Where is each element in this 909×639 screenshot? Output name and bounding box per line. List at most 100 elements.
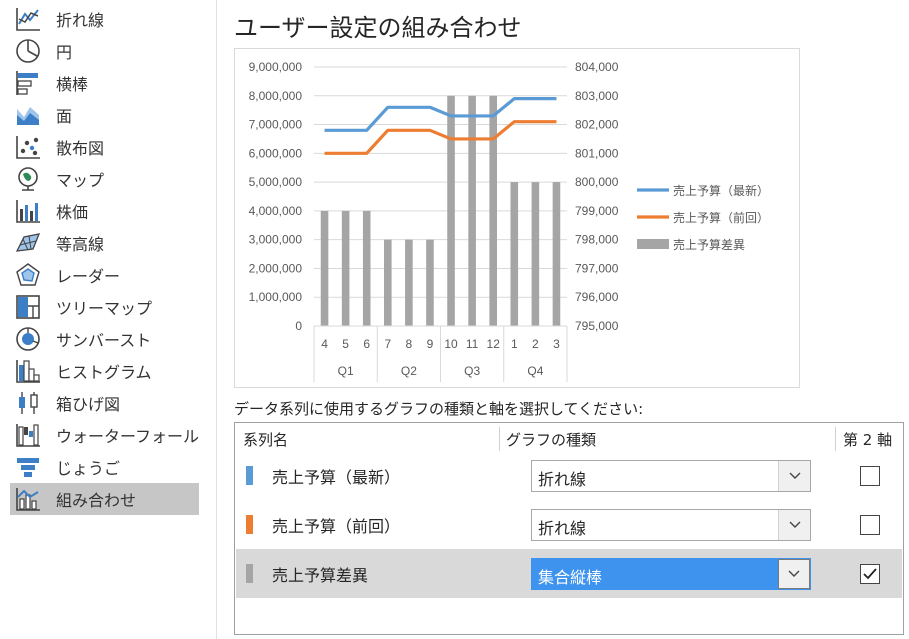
series-row[interactable]: 売上予算（最新） 折れ線 bbox=[236, 451, 902, 500]
chart-type-area[interactable]: 面 bbox=[10, 99, 199, 131]
bar bbox=[552, 182, 561, 326]
chart-type-label: 等高線 bbox=[56, 235, 105, 254]
bar bbox=[447, 95, 455, 327]
chart-type-dropdown[interactable]: 折れ線 bbox=[531, 460, 811, 492]
secondary-axis-checkbox[interactable] bbox=[860, 515, 880, 535]
series-prompt: データ系列に使用するグラフの種類と軸を選択してください: bbox=[234, 400, 644, 418]
chevron-down-icon[interactable] bbox=[778, 559, 810, 589]
series-line bbox=[324, 120, 557, 155]
chart-type-label: 散布図 bbox=[56, 139, 105, 158]
bar bbox=[383, 239, 392, 326]
x-axis-tick-label: 6 bbox=[363, 337, 370, 351]
chart-type-label: ツリーマップ bbox=[56, 299, 153, 318]
chart-type-label: レーダー bbox=[56, 267, 121, 286]
chart-type-box-whisker[interactable]: 箱ひげ図 bbox=[10, 387, 199, 419]
dropdown-value: 折れ線 bbox=[538, 470, 587, 489]
x-axis-tick-label: 8 bbox=[406, 337, 413, 351]
scatter-chart-icon bbox=[13, 132, 43, 162]
dropdown-value: 集合縦棒 bbox=[538, 568, 603, 587]
column-header-name: 系列名 bbox=[243, 431, 289, 449]
area-chart-icon bbox=[13, 100, 43, 130]
secondary-y-axis-tick-label: 801,000 bbox=[575, 146, 619, 160]
bar bbox=[510, 182, 519, 326]
column-header-secondary-axis: 第 2 軸 bbox=[843, 431, 893, 449]
secondary-y-axis-tick-label: 802,000 bbox=[575, 118, 619, 132]
series-name: 売上予算（最新） bbox=[272, 468, 401, 487]
bar bbox=[341, 210, 350, 326]
chart-type-dropdown[interactable]: 集合縦棒 bbox=[531, 558, 811, 590]
column-header-type: グラフの種類 bbox=[506, 431, 597, 449]
bar-chart-icon bbox=[13, 68, 43, 98]
category-group-label: Q1 bbox=[338, 364, 354, 378]
y-axis-tick-label: 8,000,000 bbox=[249, 89, 303, 103]
series-name: 売上予算（前回） bbox=[272, 517, 401, 536]
y-axis-tick-label: 3,000,000 bbox=[249, 233, 303, 247]
stock-chart-icon bbox=[13, 196, 43, 226]
box-whisker-chart-icon bbox=[13, 388, 43, 418]
chevron-down-icon[interactable] bbox=[778, 510, 810, 540]
histogram-chart-icon bbox=[13, 356, 43, 386]
x-axis-tick-label: 1 bbox=[511, 337, 518, 351]
bar bbox=[426, 239, 434, 326]
x-axis-tick-label: 9 bbox=[427, 337, 434, 351]
dropdown-value: 折れ線 bbox=[538, 519, 587, 538]
chart-type-surface[interactable]: 等高線 bbox=[10, 227, 199, 259]
series-row[interactable]: 売上予算（前回） 折れ線 bbox=[236, 500, 902, 549]
secondary-axis-checkbox[interactable] bbox=[860, 564, 880, 584]
chevron-down-icon[interactable] bbox=[778, 461, 810, 491]
bar bbox=[320, 210, 329, 326]
x-axis-tick-label: 10 bbox=[444, 337, 458, 351]
chart-type-histogram[interactable]: ヒストグラム bbox=[10, 355, 199, 387]
legend-bar-marker bbox=[637, 239, 669, 249]
line-chart-icon bbox=[13, 4, 43, 34]
chart-type-label: ヒストグラム bbox=[56, 363, 152, 382]
y-axis-tick-label: 9,000,000 bbox=[249, 60, 303, 74]
y-axis-tick-label: 7,000,000 bbox=[249, 118, 303, 132]
secondary-y-axis-tick-label: 803,000 bbox=[575, 89, 619, 103]
secondary-y-axis-tick-label: 797,000 bbox=[575, 261, 619, 275]
chart-type-line[interactable]: 折れ線 bbox=[10, 3, 199, 35]
chart-type-map[interactable]: マップ bbox=[10, 163, 199, 195]
chart-type-scatter[interactable]: 散布図 bbox=[10, 131, 199, 163]
chart-type-dropdown[interactable]: 折れ線 bbox=[531, 509, 811, 541]
chart-type-radar[interactable]: レーダー bbox=[10, 259, 199, 291]
secondary-y-axis-tick-label: 796,000 bbox=[575, 290, 619, 304]
chart-type-waterfall[interactable]: ウォーターフォール bbox=[10, 419, 199, 451]
chart-type-label: マップ bbox=[56, 171, 105, 190]
sidebar-divider bbox=[216, 0, 217, 639]
legend-entry: 売上予算（最新） bbox=[673, 183, 769, 198]
chart-type-label: 円 bbox=[56, 43, 73, 62]
chart-type-label: 組み合わせ bbox=[56, 491, 137, 510]
category-group-label: Q2 bbox=[401, 364, 417, 378]
series-line bbox=[324, 97, 557, 132]
chart-type-list: 折れ線 円 横棒 面 散布図 マップ 株価 bbox=[0, 0, 216, 639]
y-axis-tick-label: 5,000,000 bbox=[249, 175, 303, 189]
secondary-y-axis-tick-label: 798,000 bbox=[575, 233, 619, 247]
x-axis-tick-label: 12 bbox=[487, 337, 501, 351]
series-row-selected[interactable]: 売上予算差異 集合縦棒 bbox=[236, 549, 902, 598]
combo-chart: 0 1,000,000 2,000,000 3,000,000 4,000,000 5,0… bbox=[249, 60, 769, 382]
chart-type-stock[interactable]: 株価 bbox=[10, 195, 199, 227]
chart-type-treemap[interactable]: ツリーマップ bbox=[10, 291, 199, 323]
y-axis-tick-label: 0 bbox=[295, 319, 302, 333]
chart-type-label: 株価 bbox=[56, 203, 89, 222]
chart-type-sunburst[interactable]: サンバースト bbox=[10, 323, 199, 355]
chart-type-bar[interactable]: 横棒 bbox=[10, 67, 199, 99]
chart-type-combo[interactable]: 組み合わせ bbox=[10, 483, 199, 515]
secondary-y-axis-tick-label: 795,000 bbox=[575, 319, 619, 333]
chart-type-pie[interactable]: 円 bbox=[10, 35, 199, 67]
chart-type-label: 箱ひげ図 bbox=[56, 395, 121, 414]
checkmark-icon bbox=[863, 568, 877, 580]
chart-type-label: 面 bbox=[56, 107, 73, 126]
x-axis-tick-label: 3 bbox=[553, 337, 560, 351]
surface-chart-icon bbox=[13, 228, 43, 258]
chart-type-funnel[interactable]: じょうご bbox=[10, 451, 199, 483]
y-axis-tick-label: 6,000,000 bbox=[249, 146, 303, 160]
series-color-swatch bbox=[246, 564, 253, 583]
x-axis-tick-label: 5 bbox=[342, 337, 349, 351]
secondary-axis-checkbox[interactable] bbox=[860, 466, 880, 486]
chart-type-label: ウォーターフォール bbox=[55, 427, 199, 446]
secondary-y-axis-tick-label: 804,000 bbox=[575, 60, 619, 74]
combo-chart-icon bbox=[13, 484, 43, 514]
series-table: 系列名 グラフの種類 第 2 軸 売上予算（最新） 折れ線 売上予算（前回） 折… bbox=[234, 422, 904, 635]
